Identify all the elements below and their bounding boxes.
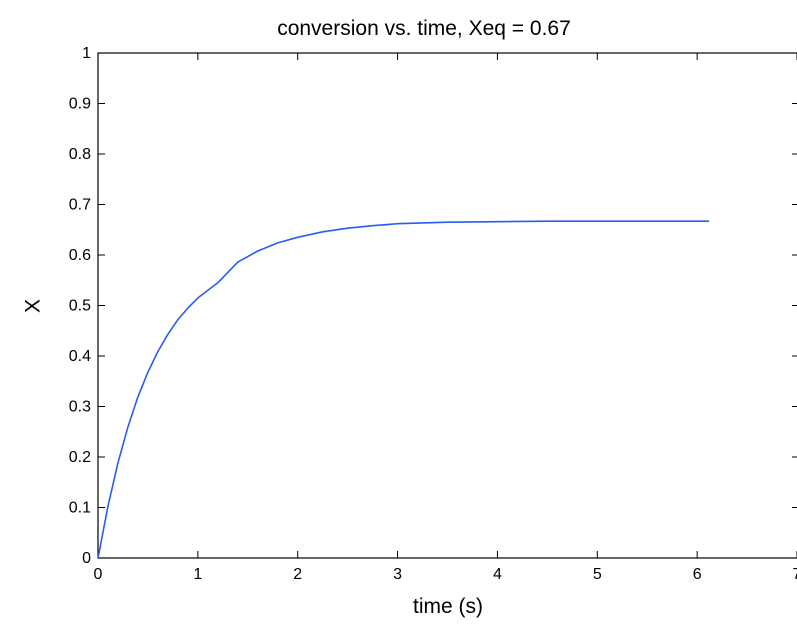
conversion-series-line <box>97 220 710 559</box>
y-tick-label: 0.3 <box>69 399 91 416</box>
plot-area: 0 1 2 3 4 5 6 7 0 0.1 0.2 0.3 0.4 0.5 0.6 0.7 0.8 0.9 1 <box>69 45 797 583</box>
y-tick-label: 0.6 <box>69 247 91 264</box>
y-tick-label: 1 <box>82 45 91 62</box>
y-tick-label: 0.9 <box>69 96 91 113</box>
chart-title: conversion vs. time, Xeq = 0.67 <box>277 17 571 40</box>
y-axis-title: X <box>22 299 45 313</box>
x-tick-label: 6 <box>693 566 702 583</box>
y-tick-label: 0.2 <box>69 449 91 466</box>
axes-box <box>97 52 797 559</box>
y-tick-label: 0.1 <box>69 500 91 517</box>
x-tick-label: 1 <box>193 566 202 583</box>
x-tick-label: 2 <box>293 566 302 583</box>
x-tick-label: 7 <box>793 566 797 583</box>
y-tick-label: 0.7 <box>69 197 91 214</box>
y-tick-label: 0.8 <box>69 146 91 163</box>
y-tick-label: 0.4 <box>69 348 91 365</box>
x-tick-label: 0 <box>94 566 103 583</box>
x-axis-title: time (s) <box>413 595 483 618</box>
x-tick-label: 4 <box>493 566 502 583</box>
x-tick-label: 3 <box>393 566 402 583</box>
x-tick-label: 5 <box>593 566 602 583</box>
y-tick-label: 0 <box>82 550 91 567</box>
y-tick-label: 0.5 <box>69 298 91 315</box>
